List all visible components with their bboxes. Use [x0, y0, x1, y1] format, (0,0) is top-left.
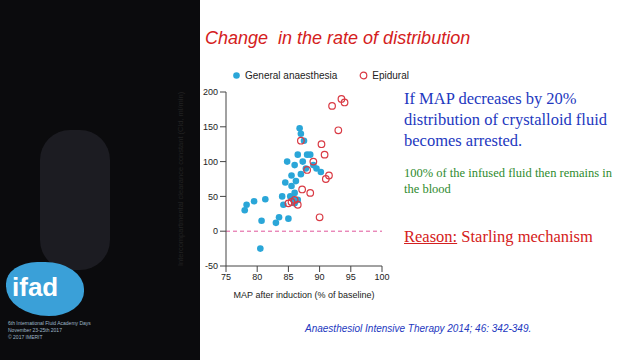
html-text:Anaesthesiol Intensive Therapy: Anaesthesiol Intensive Therapy 2014; 46:…	[305, 323, 532, 334]
svg-text:100: 100	[374, 272, 389, 282]
svg-text:0: 0	[213, 226, 218, 236]
svg-text:75: 75	[221, 272, 231, 282]
html-text:Change in the rate of distribu: Change in the rate of distribution	[205, 28, 471, 48]
svg-text:100: 100	[203, 157, 218, 167]
svg-text:150: 150	[203, 122, 218, 132]
html-text:General anaesthesia: General anaesthesia	[245, 70, 338, 81]
svg-text:-50: -50	[205, 261, 218, 271]
html-text:Epidural: Epidural	[372, 70, 409, 81]
svg-text:90: 90	[315, 272, 325, 282]
svg-text:80: 80	[252, 272, 262, 282]
html-text:Reason: Starling mechanism: Reason: Starling mechanism	[404, 227, 593, 246]
html-text:If MAP decreases by 20% distri: If MAP decreases by 20% distribution of …	[404, 89, 607, 150]
svg-text:200: 200	[203, 87, 218, 97]
html-text:6th International Fluid Academ: 6th International Fluid Academy Days	[8, 320, 91, 326]
html-text:November 23-25th 2017: November 23-25th 2017	[8, 327, 62, 333]
html-text:ifad: ifad	[12, 272, 59, 302]
svg-text:95: 95	[346, 272, 356, 282]
html-text:100% of the infused fluid then: 100% of the infused fluid then remains i…	[404, 166, 612, 196]
html-text:© 2017 IMERIT: © 2017 IMERIT	[8, 334, 43, 340]
svg-text:85: 85	[283, 272, 293, 282]
svg-text:Intercompartmental clearance c: Intercompartmental clearance constant (C…	[176, 91, 185, 266]
svg-text:50: 50	[208, 192, 218, 202]
svg-text:MAP after induction (% of base: MAP after induction (% of baseline)	[234, 290, 375, 300]
